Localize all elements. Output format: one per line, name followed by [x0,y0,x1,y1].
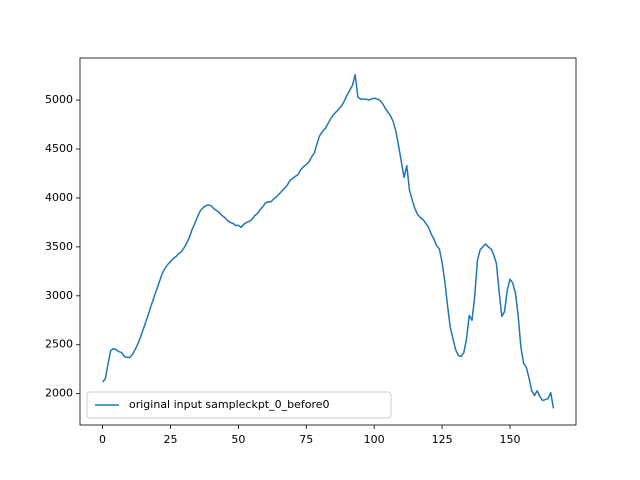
x-tick-label: 25 [163,433,177,446]
x-tick-label: 0 [99,433,106,446]
data-line [101,73,555,409]
x-tick-label: 150 [499,433,520,446]
y-tick-label: 5000 [45,93,73,106]
y-tick-label: 2000 [45,387,73,400]
y-tick-label: 4500 [45,142,73,155]
x-tick-label: 100 [364,433,385,446]
legend: original input sampleckpt_0_before0 [86,391,392,419]
legend-box [86,391,392,419]
y-tick-label: 2500 [45,338,73,351]
y-tick-label: 3000 [45,289,73,302]
x-tick-label: 75 [299,433,313,446]
x-tick-label: 50 [231,433,245,446]
axes-frame [79,57,577,426]
y-tick-label: 3500 [45,240,73,253]
x-tick-label: 125 [432,433,453,446]
legend-label: original input sampleckpt_0_before0 [129,398,330,411]
y-tick-label: 4000 [45,191,73,204]
